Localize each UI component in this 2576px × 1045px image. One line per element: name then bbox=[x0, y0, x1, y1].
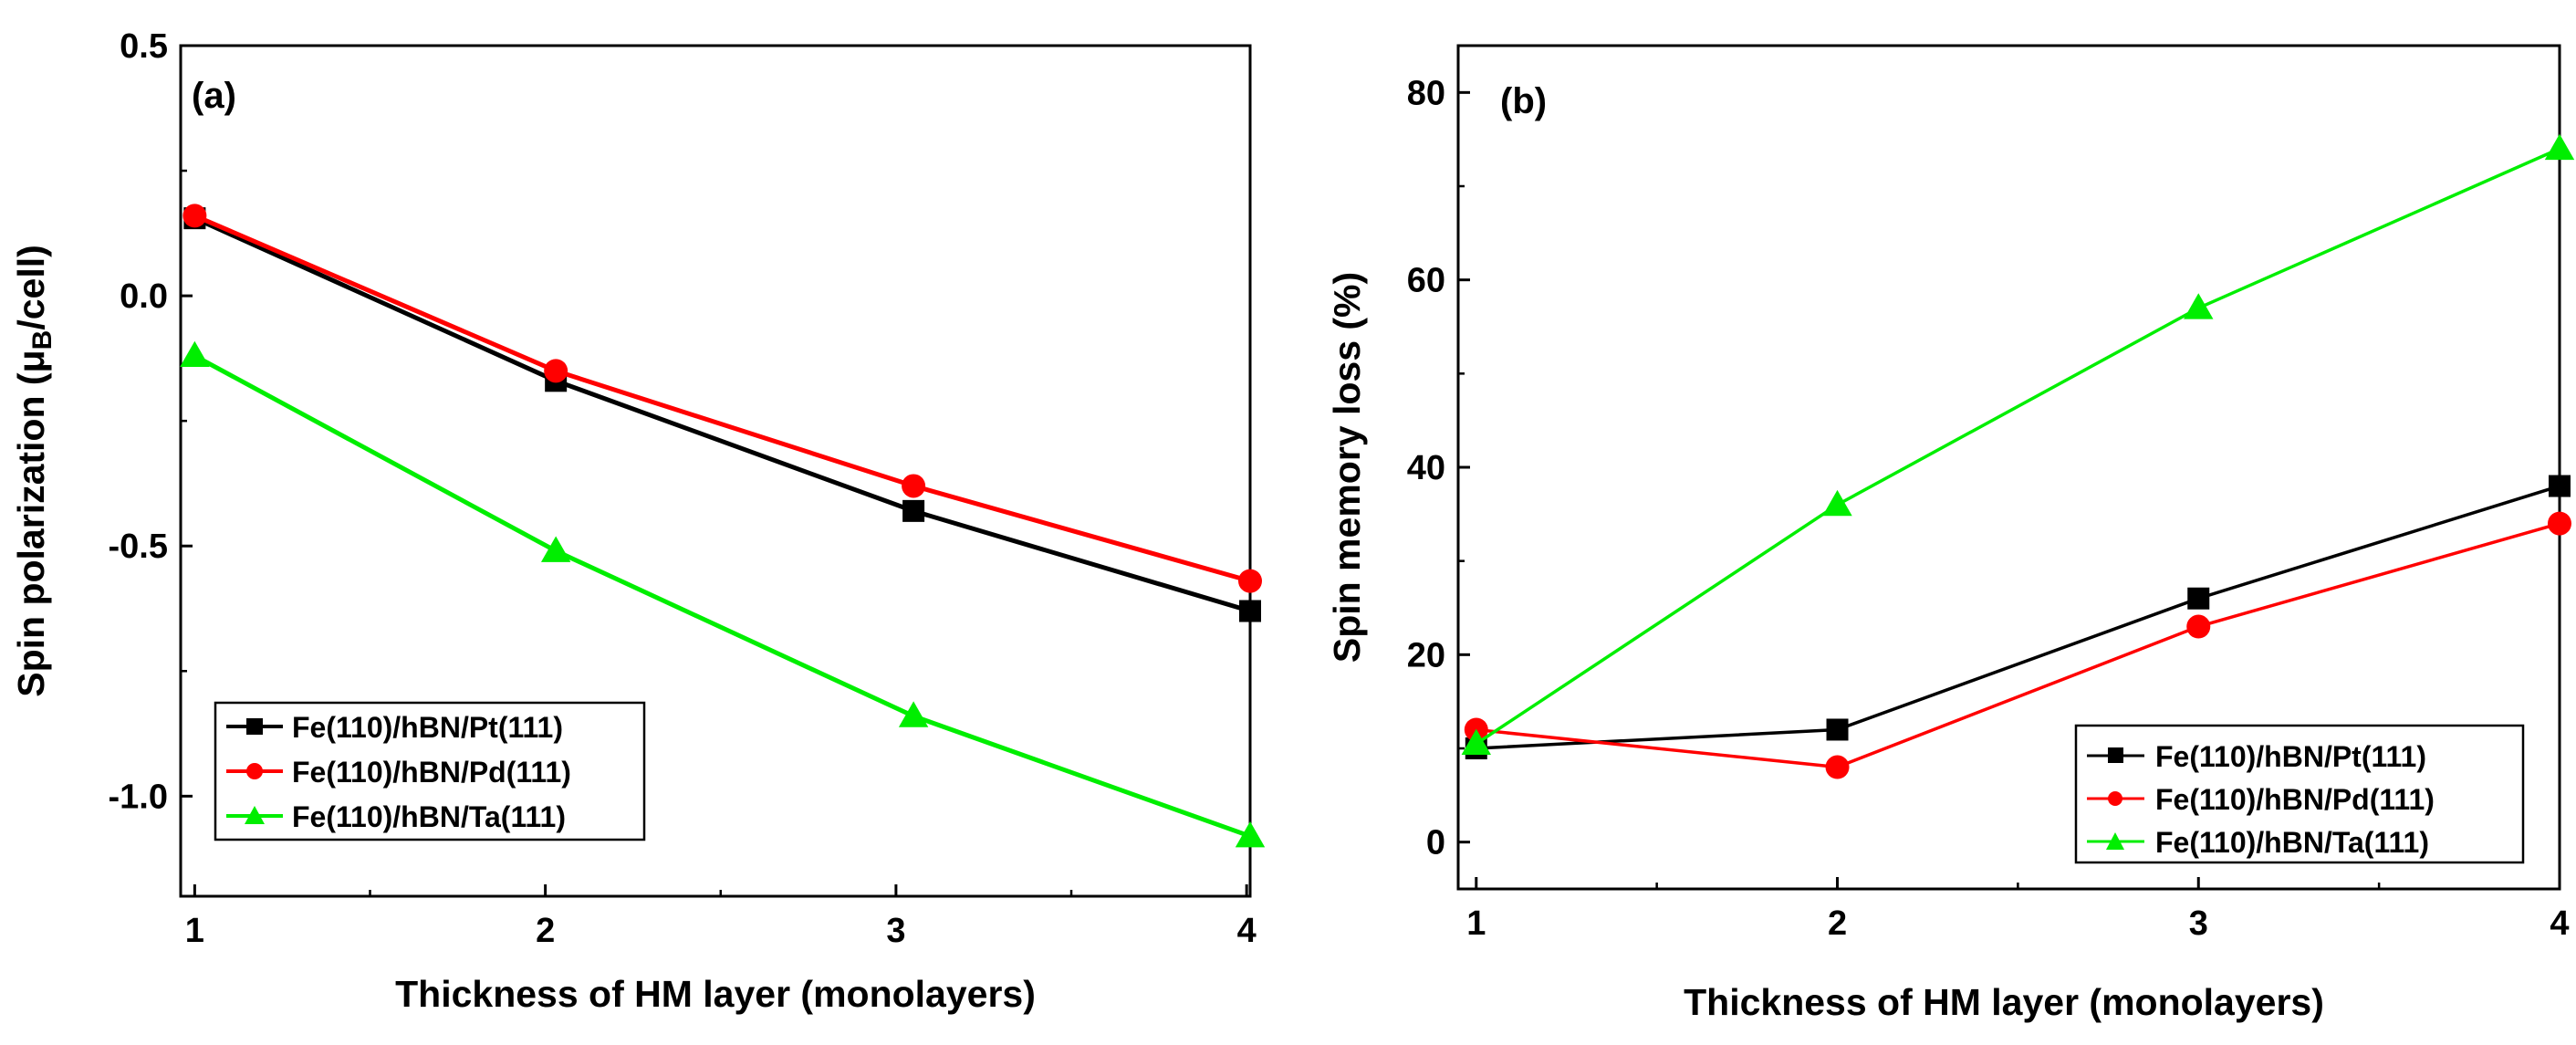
series-line-1 bbox=[1476, 521, 2560, 769]
x-tick-label: 4 bbox=[1237, 912, 1257, 950]
legend-entry-ta-a: Fe(110)/hBN/Ta(111) bbox=[226, 800, 566, 833]
y-axis-label-a: Spin polarization (μB/cell) bbox=[10, 245, 57, 697]
y-tick-label: 60 bbox=[1407, 262, 1445, 300]
y-tick-label: 0.0 bbox=[120, 277, 168, 316]
data-point bbox=[2548, 511, 2571, 536]
data-point bbox=[1239, 600, 1261, 622]
legend-a: Fe(110)/hBN/Pt(111) Fe(110)/hBN/Pd(111) … bbox=[214, 701, 646, 841]
legend-label-pt-a: Fe(110)/hBN/Pt(111) bbox=[292, 711, 563, 744]
data-point bbox=[183, 204, 207, 228]
legend-marker-square-a bbox=[246, 718, 263, 735]
legend-frame-b bbox=[2074, 724, 2525, 864]
legend-marker-circle-a bbox=[246, 763, 263, 779]
data-point bbox=[1461, 728, 1491, 756]
data-point bbox=[1825, 755, 1850, 779]
series-line-0 bbox=[1476, 484, 2560, 750]
y-axis-ticks-b: 0 20 40 60 80 bbox=[1407, 74, 1470, 862]
x-axis-label-b: Thickness of HM layer (monolayers) bbox=[1684, 981, 2324, 1023]
data-point bbox=[2184, 293, 2214, 319]
data-point bbox=[898, 701, 929, 727]
y-tick-label: 0.5 bbox=[120, 27, 168, 66]
legend-entry-ta-b: Fe(110)/hBN/Ta(111) bbox=[2087, 826, 2429, 859]
x-axis-ticks-b: 1 2 3 4 bbox=[1466, 877, 2570, 943]
y-axis-label-b: Spin memory loss (%) bbox=[1326, 272, 1368, 663]
legend-marker-triangle-a bbox=[245, 806, 265, 824]
x-axis-ticks-a: 1 2 3 4 bbox=[185, 884, 1257, 950]
x-axis-label-a: Thickness of HM layer (monolayers) bbox=[395, 973, 1036, 1015]
data-point bbox=[1822, 489, 1852, 517]
legend-label-ta-a: Fe(110)/hBN/Ta(111) bbox=[292, 800, 566, 833]
data-point bbox=[2187, 587, 2210, 610]
legend-b: Fe(110)/hBN/Pt(111) Fe(110)/hBN/Pd(111) … bbox=[2074, 724, 2525, 864]
x-tick-label: 3 bbox=[2189, 904, 2208, 943]
legend-entry-pt-a: Fe(110)/hBN/Pt(111) bbox=[226, 711, 563, 744]
legend-marker-circle-b bbox=[2108, 791, 2122, 806]
legend-marker-triangle-b bbox=[2106, 832, 2124, 850]
data-point bbox=[902, 499, 925, 522]
plot-frame-a bbox=[179, 44, 1252, 898]
legend-label-pd-a: Fe(110)/hBN/Pd(111) bbox=[292, 756, 571, 789]
data-point bbox=[180, 340, 210, 368]
data-point bbox=[1235, 821, 1266, 848]
legend-frame-a bbox=[214, 701, 646, 841]
data-point bbox=[2544, 133, 2575, 161]
legend-entry-pd-b: Fe(110)/hBN/Pd(111) bbox=[2087, 783, 2435, 816]
y-tick-label: 80 bbox=[1407, 74, 1445, 112]
x-tick-label: 1 bbox=[1466, 904, 1486, 943]
y-tick-label: 0 bbox=[1426, 824, 1445, 862]
y-tick-label: 40 bbox=[1407, 449, 1445, 487]
panel-label-a: (a) bbox=[192, 76, 236, 116]
legend-entry-pd-a: Fe(110)/hBN/Pd(111) bbox=[226, 756, 571, 789]
data-point bbox=[544, 359, 568, 383]
data-point bbox=[1238, 569, 1262, 593]
series-line-1 bbox=[193, 214, 1251, 584]
series-line-2 bbox=[1475, 147, 2560, 746]
data-point bbox=[540, 536, 571, 562]
series-group-b bbox=[1461, 133, 2575, 779]
data-point bbox=[2186, 614, 2211, 639]
y-axis-ticks-a: 0.5 0.0 -0.5 -1.0 bbox=[109, 27, 193, 816]
legend-label-pt-b: Fe(110)/hBN/Pt(111) bbox=[2155, 740, 2426, 773]
legend-label-ta-b: Fe(110)/hBN/Ta(111) bbox=[2155, 826, 2429, 859]
data-point bbox=[2549, 475, 2571, 497]
series-line-0 bbox=[193, 215, 1251, 613]
x-tick-label: 2 bbox=[536, 912, 555, 950]
x-tick-label: 2 bbox=[1828, 904, 1847, 943]
series-line-2 bbox=[193, 353, 1251, 839]
y-tick-label: -1.0 bbox=[109, 778, 168, 816]
data-point bbox=[902, 474, 926, 498]
panel-label-b: (b) bbox=[1500, 81, 1547, 121]
panel-b-spin-memory-loss: 0 20 40 60 80 1 2 3 4 (b) Thickness of HM layer… bbox=[1326, 44, 2575, 1023]
x-tick-label: 1 bbox=[185, 912, 204, 950]
x-tick-label: 3 bbox=[886, 912, 905, 950]
y-tick-label: -0.5 bbox=[109, 528, 168, 566]
x-tick-label: 4 bbox=[2550, 904, 2569, 943]
legend-label-pd-b: Fe(110)/hBN/Pd(111) bbox=[2155, 783, 2435, 816]
panel-a-spin-polarization: 0.5 0.0 -0.5 -1.0 1 2 3 4 (a) Thickness of HM … bbox=[10, 27, 1266, 1015]
legend-entry-pt-b: Fe(110)/hBN/Pt(111) bbox=[2087, 740, 2426, 773]
series-group-a bbox=[180, 204, 1266, 848]
legend-marker-square-b bbox=[2108, 747, 2123, 763]
y-tick-label: 20 bbox=[1407, 636, 1445, 674]
data-point bbox=[1826, 718, 1849, 741]
